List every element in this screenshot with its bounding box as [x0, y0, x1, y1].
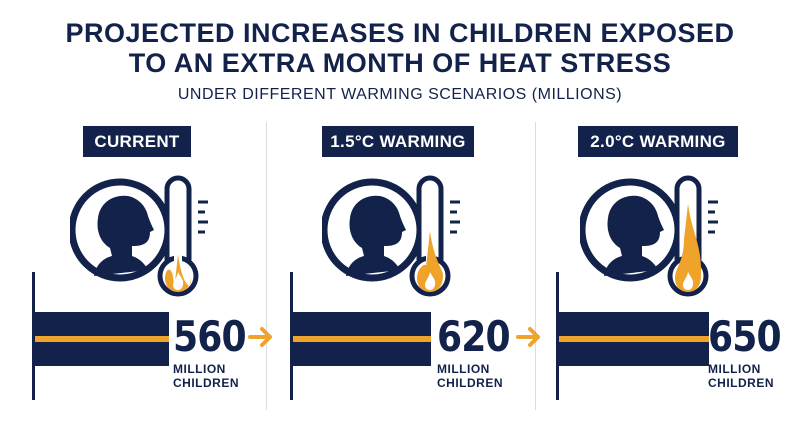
- heat-exposure-icon: [320, 172, 467, 305]
- unit-label-million: MILLION: [437, 362, 490, 376]
- unit-label-million: MILLION: [173, 362, 226, 376]
- flame-icon: [417, 231, 444, 292]
- flame-icon: [675, 203, 702, 292]
- value-label: 560: [173, 312, 247, 361]
- divider-2: [535, 122, 536, 410]
- bar-axis-line: [290, 272, 293, 400]
- bar-stripe: [35, 336, 169, 342]
- arrow-right-icon: [248, 326, 274, 353]
- unit-label-children: CHILDREN: [437, 376, 503, 390]
- flame-icon: [165, 254, 192, 292]
- child-head-icon: [320, 178, 424, 282]
- unit-label-children: CHILDREN: [708, 376, 774, 390]
- scenario-label: 2.0°C WARMING: [578, 126, 738, 157]
- value-bar: [35, 312, 169, 366]
- heat-exposure-icon: [578, 172, 725, 305]
- unit-label-children: CHILDREN: [173, 376, 239, 390]
- child-head-icon: [578, 178, 682, 282]
- value-bar: [293, 312, 431, 366]
- bar-axis-line: [556, 272, 559, 400]
- child-head-icon: [68, 178, 172, 282]
- arrow-right-icon: [516, 326, 542, 353]
- scenario-label: 1.5°C WARMING: [322, 126, 474, 157]
- title-line-1: PROJECTED INCREASES IN CHILDREN EXPOSED: [65, 18, 735, 48]
- divider-1: [266, 122, 267, 410]
- value-label: 650: [708, 312, 782, 361]
- bar-stripe: [559, 336, 709, 342]
- value-bar: [559, 312, 709, 366]
- bar-stripe: [293, 336, 431, 342]
- unit-label-million: MILLION: [708, 362, 761, 376]
- scenario-label: CURRENT: [83, 126, 191, 157]
- subtitle: UNDER DIFFERENT WARMING SCENARIOS (MILLI…: [177, 86, 623, 103]
- heat-exposure-icon: [68, 172, 215, 305]
- bar-axis-line: [32, 272, 35, 400]
- title-line-2: TO AN EXTRA MONTH OF HEAT STRESS: [128, 48, 672, 78]
- value-label: 620: [437, 312, 511, 361]
